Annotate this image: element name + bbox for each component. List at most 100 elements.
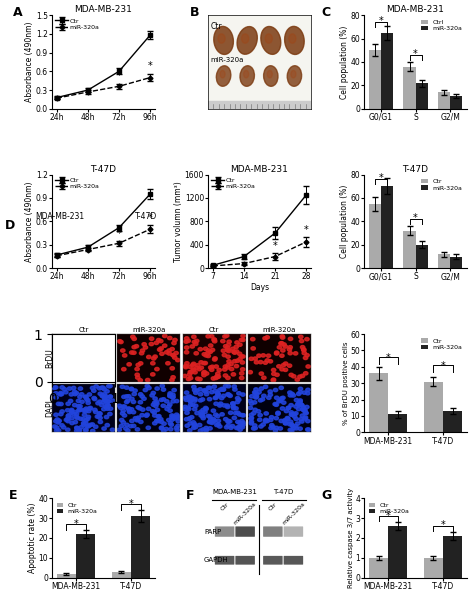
- Circle shape: [55, 372, 60, 376]
- Circle shape: [280, 354, 284, 358]
- Circle shape: [306, 391, 310, 395]
- Circle shape: [215, 376, 219, 379]
- Circle shape: [150, 394, 155, 397]
- Circle shape: [191, 420, 196, 424]
- Circle shape: [54, 386, 58, 389]
- Circle shape: [69, 393, 73, 396]
- Circle shape: [292, 413, 296, 416]
- Circle shape: [103, 350, 107, 353]
- Circle shape: [241, 393, 245, 396]
- Circle shape: [80, 371, 84, 375]
- Circle shape: [91, 387, 95, 390]
- Circle shape: [223, 365, 228, 368]
- Circle shape: [276, 412, 280, 416]
- Circle shape: [277, 365, 281, 368]
- Circle shape: [281, 396, 285, 399]
- Circle shape: [290, 413, 294, 416]
- Circle shape: [54, 349, 58, 353]
- Circle shape: [171, 395, 175, 399]
- Circle shape: [93, 364, 98, 367]
- Circle shape: [183, 405, 187, 408]
- Circle shape: [303, 416, 308, 419]
- Circle shape: [161, 397, 166, 401]
- Circle shape: [56, 402, 61, 405]
- Circle shape: [62, 387, 67, 391]
- Circle shape: [188, 365, 192, 368]
- Circle shape: [249, 422, 254, 425]
- Bar: [369, 558, 388, 578]
- Text: D: D: [5, 219, 15, 232]
- Circle shape: [82, 422, 86, 425]
- Circle shape: [227, 343, 231, 347]
- Circle shape: [208, 415, 212, 418]
- Circle shape: [253, 424, 257, 427]
- Circle shape: [204, 354, 209, 357]
- Circle shape: [191, 368, 196, 372]
- Circle shape: [74, 429, 79, 433]
- Circle shape: [92, 368, 97, 371]
- Circle shape: [237, 425, 241, 428]
- Circle shape: [241, 355, 245, 358]
- Ellipse shape: [242, 34, 249, 43]
- Circle shape: [218, 425, 222, 428]
- Circle shape: [290, 423, 294, 427]
- Title: Ctr: Ctr: [78, 327, 89, 333]
- Circle shape: [219, 396, 224, 400]
- Circle shape: [171, 415, 175, 418]
- Circle shape: [125, 423, 129, 427]
- Circle shape: [199, 414, 203, 417]
- Circle shape: [211, 420, 215, 423]
- Circle shape: [306, 365, 310, 368]
- Circle shape: [188, 403, 193, 407]
- Circle shape: [72, 387, 76, 390]
- Circle shape: [216, 375, 220, 378]
- Circle shape: [90, 353, 94, 356]
- Circle shape: [118, 406, 123, 410]
- Circle shape: [274, 351, 279, 355]
- Circle shape: [105, 367, 110, 370]
- Circle shape: [280, 335, 284, 338]
- Circle shape: [201, 408, 205, 412]
- Bar: [424, 382, 443, 433]
- Circle shape: [300, 404, 304, 407]
- Circle shape: [239, 338, 244, 342]
- Circle shape: [302, 352, 307, 355]
- Circle shape: [290, 392, 294, 396]
- Circle shape: [101, 373, 105, 377]
- Circle shape: [142, 342, 146, 346]
- Circle shape: [190, 345, 194, 348]
- Bar: [76, 534, 95, 578]
- FancyBboxPatch shape: [215, 526, 234, 537]
- Circle shape: [273, 388, 278, 391]
- Circle shape: [294, 405, 298, 408]
- Circle shape: [235, 401, 240, 404]
- Circle shape: [272, 372, 276, 376]
- Circle shape: [297, 402, 301, 405]
- Circle shape: [231, 407, 236, 410]
- Circle shape: [74, 412, 79, 416]
- Circle shape: [198, 378, 202, 381]
- Circle shape: [288, 394, 292, 397]
- Circle shape: [215, 391, 219, 394]
- Circle shape: [79, 425, 83, 429]
- Circle shape: [291, 394, 295, 397]
- Circle shape: [239, 424, 244, 427]
- Circle shape: [56, 355, 61, 358]
- Circle shape: [53, 425, 57, 428]
- Circle shape: [216, 394, 220, 397]
- Bar: [112, 572, 131, 578]
- Circle shape: [173, 416, 178, 419]
- Ellipse shape: [284, 27, 304, 54]
- Bar: [416, 245, 428, 268]
- Circle shape: [136, 363, 140, 367]
- Circle shape: [133, 389, 137, 392]
- Bar: [369, 373, 388, 433]
- Circle shape: [159, 427, 164, 430]
- Circle shape: [83, 395, 88, 399]
- Circle shape: [238, 428, 242, 431]
- Circle shape: [100, 357, 104, 360]
- Circle shape: [64, 390, 68, 394]
- Circle shape: [122, 354, 127, 357]
- Circle shape: [66, 414, 71, 417]
- Circle shape: [86, 410, 91, 413]
